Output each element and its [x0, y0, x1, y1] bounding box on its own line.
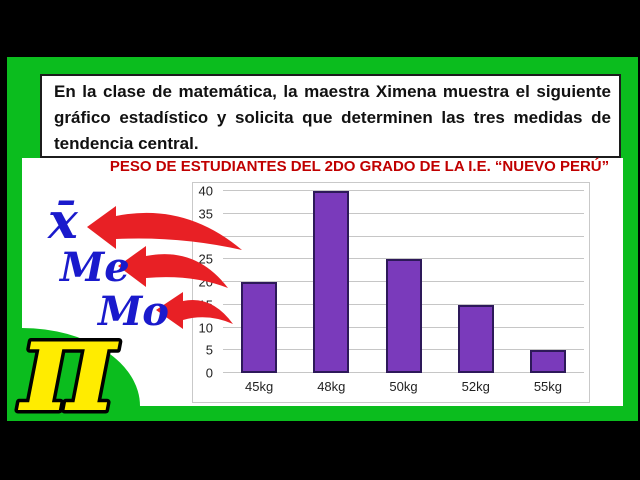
mean-symbol-xbar: x̄	[48, 191, 78, 250]
y-axis-tick-label: 35	[198, 206, 213, 222]
bar-slot	[440, 191, 512, 373]
bars-container	[223, 191, 584, 373]
y-axis: 0 5 10 15 20 25 30 35 40	[193, 184, 215, 381]
bar-52kg	[457, 304, 494, 373]
bar-55kg	[529, 350, 566, 373]
x-axis-category-label: 48kg	[317, 379, 346, 394]
y-axis-tick-label: 10	[198, 320, 213, 335]
y-axis-tick-label: 25	[198, 251, 213, 267]
bar-48kg	[313, 191, 350, 373]
x-axis: 45kg 48kg 50kg 52kg 55kg	[223, 379, 584, 399]
problem-text: En la clase de matemática, la maestra Xi…	[54, 82, 611, 153]
y-axis-tick-label: 40	[198, 183, 213, 199]
bar-slot	[223, 191, 295, 373]
y-axis-tick-label: 20	[198, 274, 213, 290]
chart-plot	[223, 190, 584, 373]
x-axis-category-label: 55kg	[533, 379, 563, 394]
y-axis-tick-label: 15	[198, 297, 213, 313]
pi-symbol: π	[17, 310, 119, 422]
gridline	[223, 212, 584, 214]
pi-logo: π	[14, 310, 123, 422]
bar-slot	[512, 191, 584, 373]
x-axis-category-label: 52kg	[461, 379, 490, 394]
problem-statement: En la clase de matemática, la maestra Xi…	[40, 74, 621, 158]
x-axis-category-label: 45kg	[245, 379, 274, 394]
bar-45kg	[241, 282, 278, 373]
gridline	[223, 190, 584, 191]
bar-50kg	[385, 259, 422, 373]
chart-title: PESO DE ESTUDIANTES DEL 2DO GRADO DE LA …	[109, 158, 610, 175]
gridline	[223, 258, 584, 260]
x-axis-category-label: 50kg	[389, 379, 418, 394]
y-axis-tick-label: 30	[198, 229, 213, 244]
median-symbol-me: Me	[60, 244, 130, 291]
bar-slot	[367, 191, 439, 373]
bar-slot	[295, 191, 367, 373]
bar-chart: 0 5 10 15 20 25 30 35 40 45kg 48kg 50kg 52kg 55kg	[192, 182, 590, 403]
y-axis-tick-label: 0	[205, 365, 213, 381]
gridline	[223, 235, 584, 237]
y-axis-tick-label: 5	[205, 342, 213, 358]
